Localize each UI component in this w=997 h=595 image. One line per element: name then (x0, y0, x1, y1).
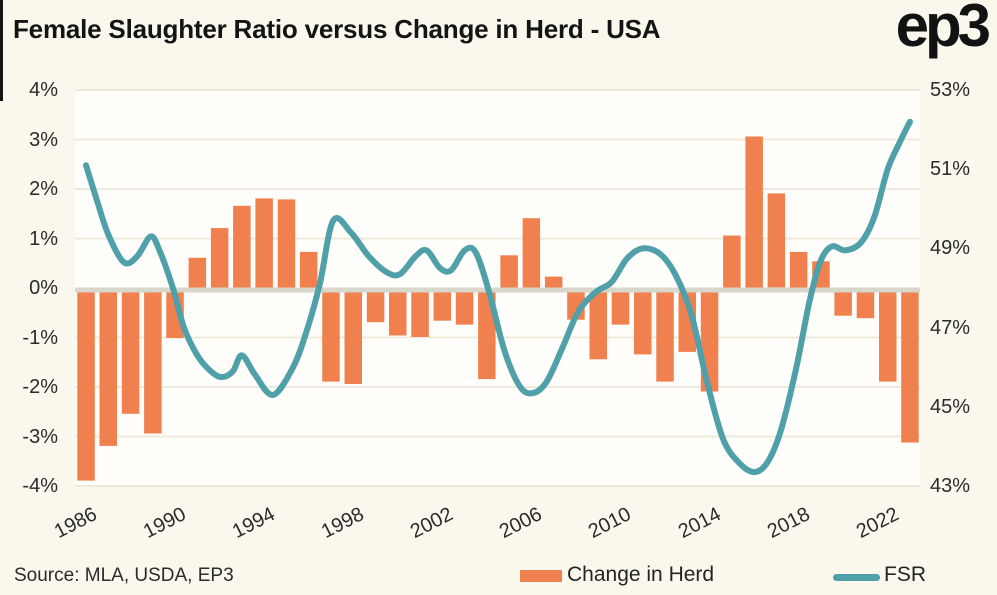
bar-1986 (77, 292, 95, 481)
y-right-tick-49: 49% (930, 237, 971, 260)
bar-1987 (99, 292, 117, 446)
bar-2002 (433, 292, 452, 321)
bar-1999 (366, 292, 385, 323)
left-edge-border (0, 0, 3, 101)
bar-2015 (723, 235, 741, 288)
y-left-tick-2: 2% (29, 178, 58, 200)
bar-2021 (856, 292, 875, 319)
y-left-tick-0: 0% (29, 277, 58, 299)
y-right-tick-53: 53% (930, 79, 971, 101)
bar-2023 (901, 292, 919, 443)
bar-2006 (522, 218, 541, 288)
bar-1998 (344, 292, 362, 384)
source-note: Source: MLA, USDA, EP3 (14, 565, 234, 586)
bar-2000 (389, 292, 407, 336)
bar-2004 (478, 292, 496, 380)
bar-2009 (589, 292, 607, 360)
bar-1992 (210, 228, 229, 288)
y-left-tick-3: 3% (29, 128, 58, 151)
y-right-tick-51: 51% (930, 158, 971, 181)
bar-1993 (233, 205, 251, 288)
y-left-tick-1: 1% (29, 227, 58, 250)
bar-2001 (411, 292, 429, 337)
bar-2016 (745, 136, 763, 288)
y-left-tick--3: -3% (22, 425, 58, 448)
bar-1988 (121, 292, 140, 414)
y-left-tick--4: -4% (22, 475, 58, 497)
bar-1996 (299, 251, 318, 288)
bar-1989 (144, 292, 162, 434)
bar-1995 (277, 199, 296, 288)
bar-2017 (767, 193, 786, 288)
y-left-tick--2: -2% (22, 376, 58, 398)
fsr-line (83, 118, 913, 476)
ep3-logo: ep3 (895, 0, 991, 59)
bar-2022 (879, 292, 897, 382)
bar-2007 (544, 276, 563, 288)
bar-2005 (500, 255, 518, 288)
y-left-tick--1: -1% (22, 326, 58, 349)
legend-label-fsr: FSR (884, 563, 926, 586)
bar-2011 (634, 292, 652, 355)
y-right-tick-47: 47% (930, 316, 971, 339)
bar-2012 (656, 292, 674, 382)
bar-2003 (455, 292, 474, 325)
legend-swatch-fsr (833, 574, 880, 581)
y-right-tick-45: 45% (930, 395, 971, 418)
bar-1997 (322, 292, 340, 382)
bar-1991 (188, 257, 207, 288)
bar-2020 (834, 292, 852, 316)
y-left-tick-4: 4% (29, 79, 58, 101)
bar-2010 (611, 292, 630, 325)
legend-label-change-in-herd: Change in Herd (567, 563, 715, 586)
legend-swatch-change-in-herd (520, 570, 562, 582)
chart-title: Female Slaughter Ratio versus Change in … (13, 14, 661, 44)
bar-1994 (255, 198, 273, 288)
y-right-tick-43: 43% (930, 475, 971, 497)
bar-2018 (789, 251, 808, 288)
